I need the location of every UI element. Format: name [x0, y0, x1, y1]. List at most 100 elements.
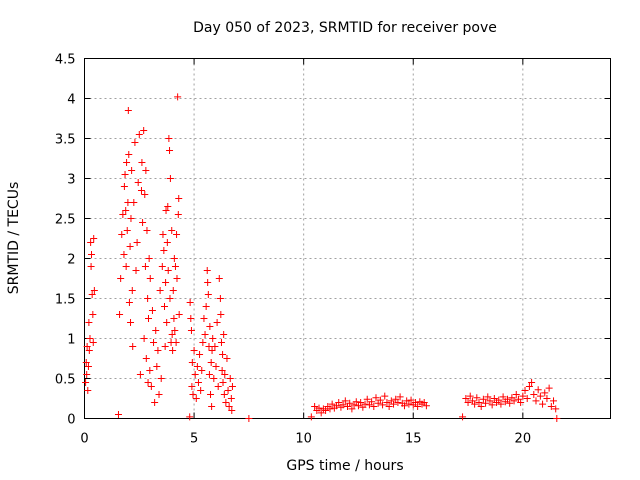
- data-point: [328, 400, 336, 408]
- y-axis-label: SRMTID / TECUs: [6, 182, 22, 295]
- data-point: [151, 399, 159, 406]
- x-tick-label: 0: [80, 432, 88, 447]
- data-point: [131, 139, 139, 146]
- data-point: [224, 387, 232, 394]
- data-point: [326, 405, 334, 413]
- data-point: [217, 311, 225, 318]
- data-point: [207, 391, 215, 398]
- data-point: [214, 383, 222, 390]
- data-point: [163, 239, 171, 246]
- data-point: [172, 339, 180, 346]
- data-point: [372, 394, 380, 402]
- data-point: [357, 399, 365, 406]
- data-point: [226, 375, 234, 382]
- data-point: [162, 207, 170, 214]
- data-point: [197, 387, 205, 394]
- data-point: [89, 311, 97, 318]
- data-point: [187, 315, 195, 322]
- data-point: [187, 327, 195, 334]
- data-point: [199, 339, 207, 346]
- data-point: [170, 255, 178, 262]
- data-point: [161, 343, 169, 350]
- data-point: [405, 400, 413, 408]
- data-point: [385, 403, 393, 410]
- data-point: [114, 411, 122, 418]
- data-point: [173, 275, 181, 282]
- data-point: [186, 299, 194, 306]
- data-point: [203, 267, 211, 274]
- data-point: [160, 247, 168, 254]
- y-tick-label: 2.5: [55, 213, 76, 228]
- data-point: [521, 387, 529, 394]
- data-point: [143, 227, 151, 234]
- data-point: [168, 331, 176, 338]
- data-point: [124, 199, 132, 206]
- data-point: [138, 159, 146, 166]
- data-point: [506, 399, 514, 407]
- data-point: [83, 343, 91, 350]
- data-point: [85, 347, 93, 354]
- y-tick-label: 1: [67, 333, 75, 348]
- data-point: [89, 339, 97, 346]
- data-point: [225, 403, 233, 410]
- data-point: [86, 335, 94, 342]
- data-point: [146, 275, 154, 282]
- data-point: [361, 400, 369, 408]
- data-point: [116, 311, 124, 318]
- data-point: [379, 401, 387, 409]
- data-point: [220, 331, 228, 338]
- data-point: [144, 315, 152, 322]
- data-point: [147, 383, 155, 390]
- data-point: [173, 231, 181, 238]
- data-point: [346, 399, 354, 407]
- data-point: [486, 397, 494, 405]
- y-tick-label: 3: [67, 173, 75, 188]
- data-point: [317, 409, 325, 417]
- data-point: [245, 415, 253, 422]
- data-point: [120, 183, 128, 190]
- data-point: [209, 335, 217, 342]
- data-point: [141, 191, 149, 198]
- data-point: [174, 93, 182, 101]
- data-point: [414, 403, 422, 410]
- data-point: [528, 379, 536, 386]
- data-point: [482, 399, 490, 407]
- data-point: [335, 399, 343, 406]
- data-point: [466, 392, 474, 400]
- data-point: [155, 391, 163, 398]
- x-tick-label: 20: [515, 432, 532, 447]
- data-point: [119, 211, 127, 218]
- data-point: [212, 363, 220, 370]
- data-point: [148, 307, 156, 314]
- data-point: [156, 287, 164, 294]
- data-point: [171, 263, 179, 270]
- data-point: [164, 267, 172, 274]
- axis-ticks: 0 0.5 1 1.5 2 2.5 3 3.5 4 4.5 0 5 10 15 20: [55, 53, 611, 447]
- data-point: [133, 239, 141, 246]
- data-point: [141, 263, 149, 270]
- data-point: [160, 303, 168, 310]
- data-point: [315, 404, 323, 412]
- data-point: [117, 275, 125, 282]
- y-tick-label: 0: [67, 413, 75, 428]
- data-point: [145, 255, 153, 262]
- data-point: [165, 135, 173, 142]
- data-point: [218, 367, 226, 374]
- data-point: [523, 395, 531, 402]
- data-point: [541, 389, 549, 397]
- data-point: [484, 393, 492, 401]
- data-point: [477, 403, 485, 410]
- data-point: [139, 219, 147, 226]
- data-point: [189, 391, 197, 398]
- data-point: [88, 291, 96, 298]
- chart-title: Day 050 of 2023, SRMTID for receiver pov…: [193, 20, 497, 36]
- data-point: [166, 295, 174, 302]
- data-point: [339, 401, 347, 409]
- data-point: [204, 291, 212, 298]
- data-point: [170, 315, 178, 322]
- data-point: [512, 391, 520, 398]
- data-point: [123, 227, 131, 234]
- data-point: [128, 167, 136, 174]
- data-point: [536, 392, 544, 400]
- data-point: [422, 402, 430, 410]
